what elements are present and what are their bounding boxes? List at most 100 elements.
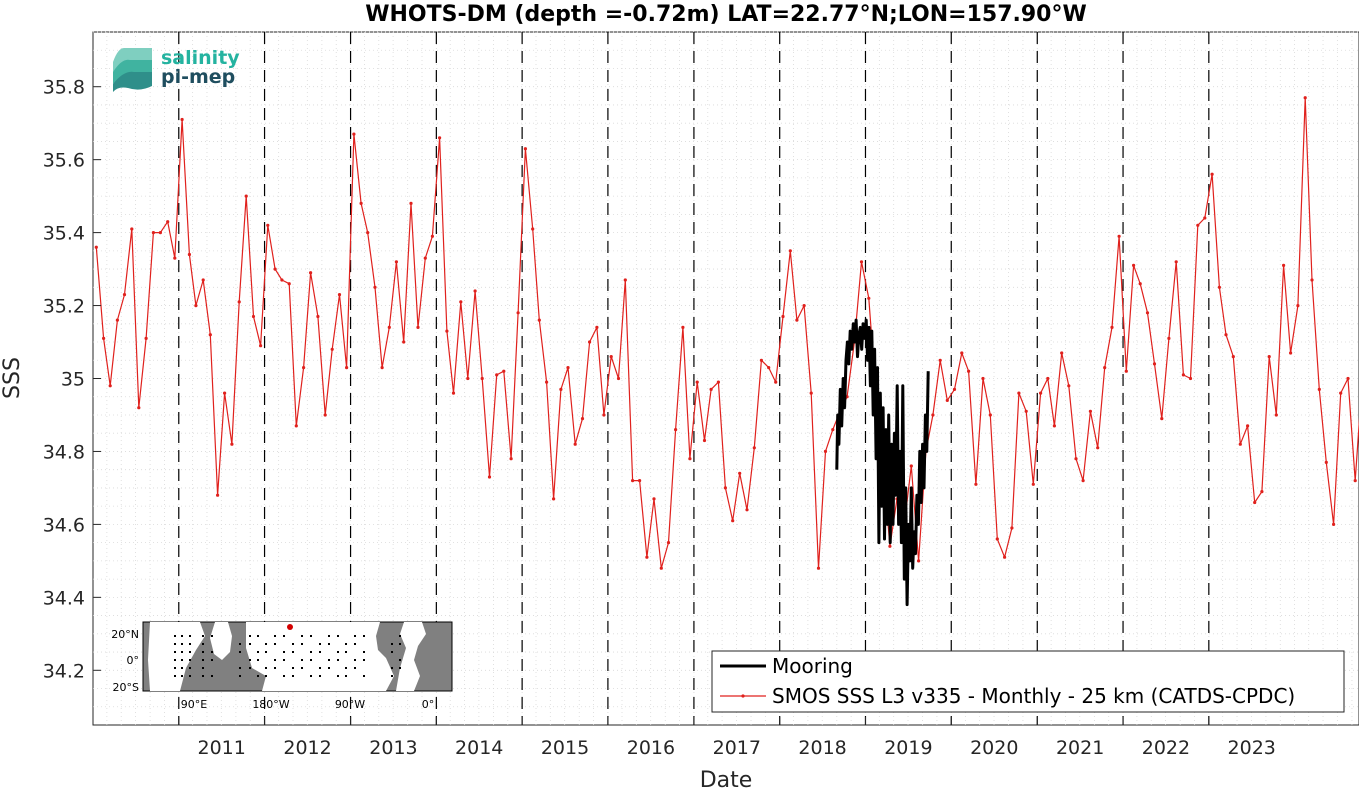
buoy-dot (211, 675, 213, 677)
smos-point (1353, 479, 1357, 483)
y-tick-label: 35 (61, 369, 85, 391)
smos-point (1339, 391, 1343, 395)
buoy-dot (174, 651, 176, 653)
buoy-dot (239, 643, 241, 645)
smos-point (130, 227, 134, 231)
buoy-dot (257, 651, 259, 653)
smos-point (731, 519, 735, 523)
smos-point (1282, 263, 1286, 267)
smos-point (695, 380, 699, 384)
smos-point (1096, 446, 1100, 450)
buoy-dot (399, 667, 401, 669)
smos-point (638, 479, 642, 483)
smos-point (823, 449, 828, 453)
smos-point (917, 559, 921, 563)
smos-point (1124, 369, 1128, 373)
buoy-dot (257, 675, 259, 677)
map-lat-label-1: 20°N (111, 628, 139, 641)
smos-point (1017, 391, 1021, 395)
smos-point (523, 147, 528, 151)
buoy-dot (265, 675, 267, 677)
smos-point (595, 325, 599, 329)
map-lon-label-2: 180°W (252, 698, 289, 711)
smos-point (666, 541, 671, 545)
x-tick-label: 2019 (884, 737, 932, 759)
x-tick-label: 2018 (798, 737, 846, 759)
buoy-dot (283, 675, 285, 677)
smos-point (216, 493, 220, 497)
x-tick-label: 2021 (1056, 737, 1104, 759)
smos-point (380, 366, 384, 370)
buoy-dot (174, 643, 176, 645)
smos-point (1088, 409, 1092, 413)
y-axis-label: SSS (0, 357, 25, 399)
smos-point (516, 311, 520, 315)
map-lat-label-2: 0° (127, 654, 140, 667)
map-lon-label-4: 0° (422, 698, 435, 711)
buoy-dot (328, 643, 330, 645)
buoy-dot (345, 667, 347, 669)
smos-point (208, 333, 212, 337)
buoy-dot (202, 643, 204, 645)
inset-map: 20°N 0° 20°S 90°E 180°W 90°W 0° (111, 621, 453, 711)
buoy-dot (189, 651, 191, 653)
smos-point (1238, 442, 1242, 446)
x-axis: 2011 2012 2013 2014 2015 2016 2017 2018 2019 2020… (178, 717, 1276, 759)
y-tick-label: 34.8 (43, 441, 85, 463)
smos-point (409, 201, 413, 205)
smos-point (416, 325, 420, 329)
smos-point (602, 413, 606, 417)
smos-point (659, 566, 663, 570)
logo-line1: salinity (161, 47, 240, 69)
buoy-dot (189, 675, 191, 677)
buoy-dot (399, 643, 401, 645)
smos-point (280, 278, 284, 282)
smos-point (309, 271, 313, 275)
smos-point (266, 223, 270, 227)
y-axis: 34.2 34.4 34.6 34.8 35 35.2 35.4 35.6 35.8 (43, 77, 101, 682)
y-tick-label: 34.4 (43, 587, 85, 609)
smos-point (259, 344, 263, 348)
buoy-dot (249, 659, 251, 661)
smos-point (230, 442, 234, 446)
smos-point (473, 289, 477, 293)
buoy-dot (181, 651, 183, 653)
smos-point (1039, 391, 1043, 395)
smos-point (237, 300, 241, 304)
smos-point (1031, 482, 1035, 486)
smos-point (716, 380, 721, 384)
buoy-dot (354, 635, 356, 637)
smos-point (752, 446, 756, 450)
smos-point (166, 220, 170, 224)
smos-point (566, 366, 570, 370)
smos-point (423, 256, 427, 260)
x-tick-label: 2011 (197, 737, 245, 759)
smos-point (774, 380, 778, 384)
smos-point (387, 325, 391, 329)
smos-point (1160, 417, 1164, 421)
legend-smos-label: SMOS SSS L3 v335 - Monthly - 25 km (CATD… (772, 684, 1295, 708)
buoy-dot (337, 651, 339, 653)
buoy-dot (301, 635, 303, 637)
smos-point (115, 318, 119, 322)
salinity-pimep-logo: salinity pi-mep (113, 47, 240, 92)
smos-point (1167, 336, 1171, 340)
smos-series (94, 96, 1359, 570)
smos-point (931, 413, 935, 417)
smos-point (137, 406, 141, 410)
x-tick-label: 2017 (713, 737, 761, 759)
smos-point (1081, 479, 1085, 483)
smos-point (1267, 355, 1271, 359)
y-tick-label: 35.6 (43, 150, 85, 172)
smos-point (988, 413, 992, 417)
x-tick-label: 2014 (455, 737, 503, 759)
smos-point (795, 318, 799, 322)
x-tick-label: 2012 (283, 737, 331, 759)
buoy-dot (239, 667, 241, 669)
smos-point (652, 497, 656, 501)
buoy-dot (265, 667, 267, 669)
buoy-dot (283, 651, 285, 653)
smos-point (616, 376, 621, 381)
smos-point (359, 201, 363, 205)
